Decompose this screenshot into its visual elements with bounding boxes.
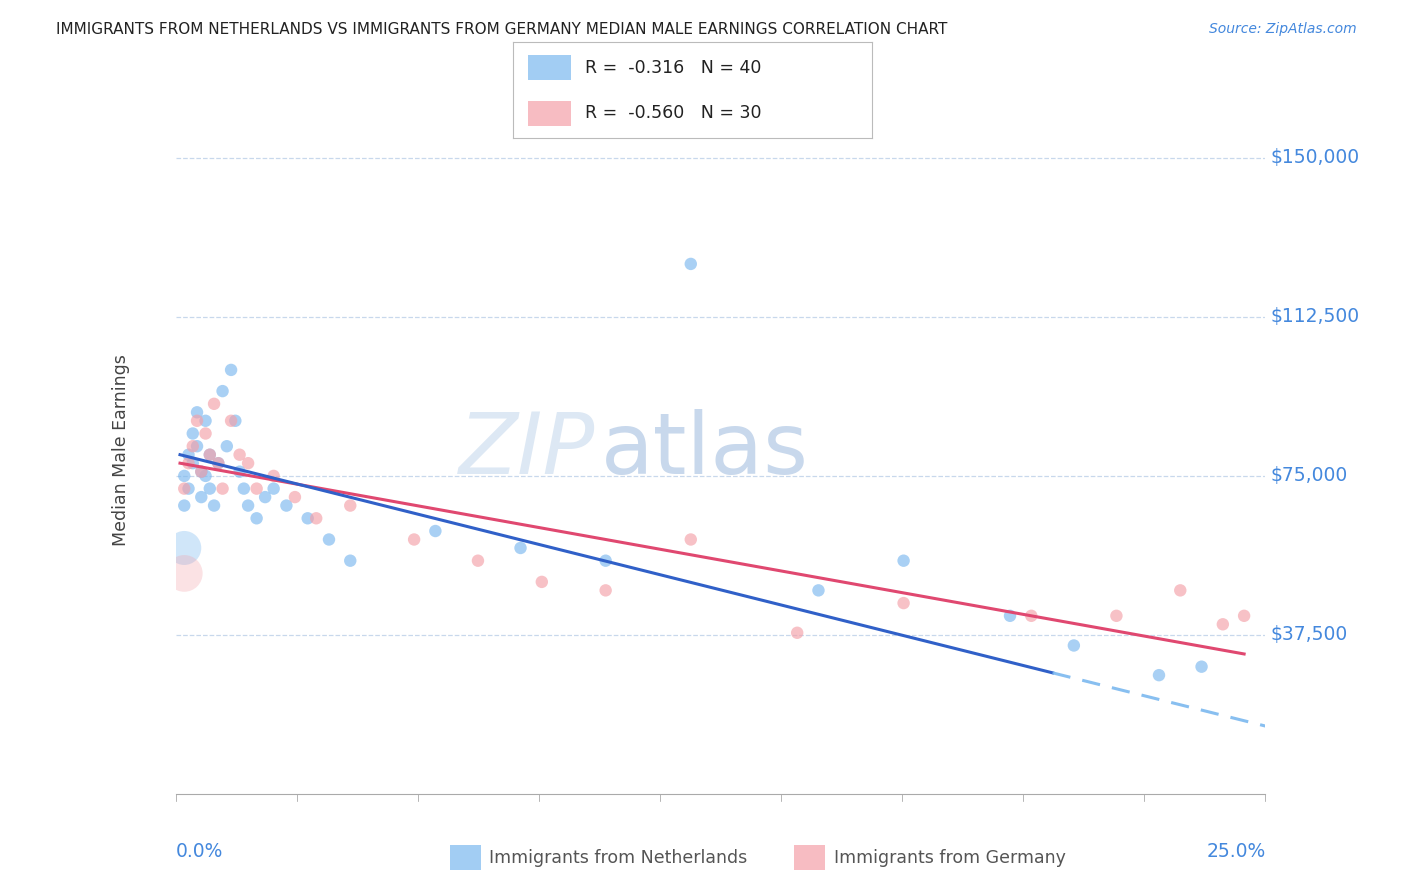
Text: IMMIGRANTS FROM NETHERLANDS VS IMMIGRANTS FROM GERMANY MEDIAN MALE EARNINGS CORR: IMMIGRANTS FROM NETHERLANDS VS IMMIGRANT… (56, 22, 948, 37)
Point (194, 469, 217, 483)
Point (181, 456, 204, 470)
Point (425, 524, 447, 538)
Point (679, 257, 702, 271)
Point (190, 465, 212, 479)
Text: 0.0%: 0.0% (176, 842, 224, 861)
Point (186, 414, 208, 428)
Point (186, 439, 208, 453)
Point (198, 448, 221, 462)
Point (198, 448, 221, 462)
Point (211, 482, 233, 496)
Point (177, 456, 200, 470)
Point (173, 469, 195, 483)
Point (1168, 583, 1191, 598)
Text: Immigrants from Germany: Immigrants from Germany (834, 849, 1066, 867)
Point (786, 625, 808, 640)
Text: Source: ZipAtlas.com: Source: ZipAtlas.com (1209, 22, 1357, 37)
Point (173, 541, 195, 555)
Bar (527, 101, 571, 126)
Point (595, 554, 617, 568)
Bar (527, 55, 571, 80)
Point (1233, 608, 1256, 623)
Point (318, 533, 340, 547)
Point (173, 482, 195, 496)
Point (263, 469, 285, 483)
Point (236, 456, 259, 470)
Point (202, 499, 225, 513)
Point (232, 482, 254, 496)
Text: ZIP: ZIP (458, 409, 595, 492)
Text: $112,500: $112,500 (1271, 308, 1360, 326)
Point (194, 414, 217, 428)
Point (173, 566, 195, 581)
Point (194, 426, 217, 441)
Text: R =  -0.316   N = 40: R = -0.316 N = 40 (585, 59, 761, 77)
Text: $37,500: $37,500 (1271, 625, 1348, 644)
Point (509, 541, 531, 555)
Point (297, 511, 319, 525)
Point (404, 533, 426, 547)
Point (228, 448, 250, 462)
Point (177, 448, 200, 462)
Point (186, 405, 208, 419)
Point (207, 456, 229, 470)
Point (893, 596, 915, 610)
Text: Median Male Earnings: Median Male Earnings (112, 354, 131, 547)
Point (202, 397, 225, 411)
Point (339, 499, 361, 513)
Point (1063, 639, 1085, 653)
Text: 25.0%: 25.0% (1206, 842, 1265, 861)
Point (173, 499, 195, 513)
Point (246, 511, 269, 525)
Point (219, 414, 242, 428)
Point (215, 439, 238, 453)
Text: $150,000: $150,000 (1271, 148, 1360, 168)
Point (276, 499, 298, 513)
Point (211, 384, 233, 398)
Point (467, 554, 489, 568)
Text: Immigrants from Netherlands: Immigrants from Netherlands (489, 849, 748, 867)
Point (198, 482, 221, 496)
Point (254, 490, 277, 504)
Point (1212, 617, 1234, 632)
Point (1105, 608, 1128, 623)
Text: $75,000: $75,000 (1271, 467, 1348, 485)
Point (207, 456, 229, 470)
Point (807, 583, 830, 598)
Point (190, 490, 212, 504)
Point (893, 554, 915, 568)
Point (236, 499, 259, 513)
Point (530, 574, 553, 589)
Text: R =  -0.560   N = 30: R = -0.560 N = 30 (585, 104, 762, 122)
Point (177, 482, 200, 496)
Text: atlas: atlas (600, 409, 808, 492)
Point (190, 465, 212, 479)
Point (1019, 608, 1042, 623)
Point (219, 363, 242, 377)
Point (1147, 668, 1170, 682)
Point (1191, 659, 1213, 673)
Point (181, 439, 204, 453)
Point (263, 482, 285, 496)
Point (305, 511, 328, 525)
Point (181, 426, 204, 441)
Point (246, 482, 269, 496)
Point (679, 533, 702, 547)
Point (998, 608, 1021, 623)
Point (339, 554, 361, 568)
Point (595, 583, 617, 598)
Point (228, 465, 250, 479)
Point (284, 490, 307, 504)
Point (224, 414, 246, 428)
